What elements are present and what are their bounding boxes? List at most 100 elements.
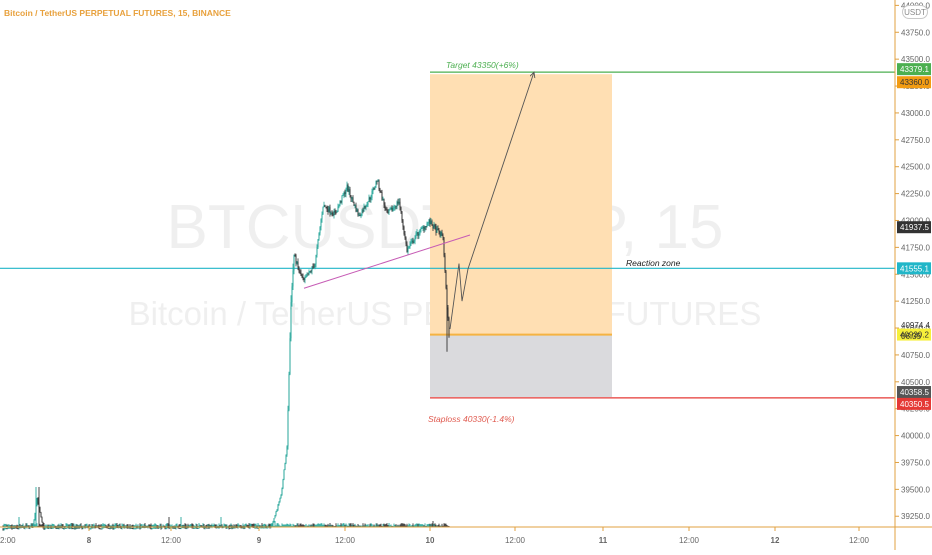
volume-bar [149,524,151,527]
volume-bar [174,525,176,527]
candle-body [124,527,126,529]
candle-body [317,239,319,248]
candle-body [51,527,53,529]
candle-body [46,527,48,529]
volume-bar [221,524,223,527]
candle-body [12,527,14,529]
candle-body [72,528,74,529]
candle-body [101,527,103,529]
volume-bar [84,524,86,527]
time-tick-label: 12:00 [849,536,870,545]
volume-bar [409,524,411,527]
candle-body [418,233,420,236]
volume-bar [102,523,104,527]
volume-bar [328,524,330,527]
volume-bar [62,524,64,527]
time-axis[interactable]: 2:00 8 12:00 9 12:00 10 12:00 11 12:00 12 12:00 [0,527,870,545]
volume-bar [376,523,378,527]
price-tick-label: 39750.0 [901,458,930,467]
volume-bar [241,525,243,527]
volume-bar [341,524,343,527]
candle-body [233,527,235,529]
candle-body [391,207,393,211]
volume-bar [448,525,450,527]
candle-body [350,195,352,199]
candle-body [315,255,317,265]
volume-bar [265,524,267,527]
candle-body [69,527,71,529]
price-tick-label: 42750.0 [901,136,930,145]
candle-body [185,527,187,529]
candle-body [321,214,323,220]
volume-bar [157,525,159,527]
candle-body [63,527,65,529]
candle-body [78,527,80,529]
volume-bar [167,523,169,527]
candle-body [151,528,153,530]
volume-bar [66,523,68,527]
candle-body [279,497,281,502]
trendline[interactable] [303,234,471,289]
volume-bar [427,524,429,527]
volume-bar [162,524,164,527]
volume-bar [329,523,331,527]
candle-body [385,209,387,211]
price-tick-label: 43000.0 [901,109,930,118]
candle-body [50,527,52,529]
candle-body [13,527,15,529]
volume-bar [411,525,413,527]
volume-bar [348,523,350,527]
volume-bar [168,517,170,527]
candle-body [106,527,108,529]
candle-body [136,527,138,529]
candle-body [310,271,312,272]
volume-bar [86,523,88,527]
volume-bar [295,525,297,527]
volume-bar [442,525,444,527]
volume-bar [134,525,136,527]
candle-body [263,527,265,529]
candle-body [307,274,309,276]
candle-body [343,192,345,196]
candle-body [349,189,351,196]
price-label-text: 40358.5 [900,388,929,397]
candle-body [432,225,434,229]
volume-bar [324,524,326,527]
candle-body [344,192,346,194]
volume-bar [57,524,59,527]
volume-bar [273,525,275,527]
candle-body [77,527,79,528]
volume-bar [82,525,84,527]
candle-body [436,228,438,233]
profit-zone[interactable] [430,74,612,335]
volume-bar [234,525,236,527]
candle-body [274,515,276,519]
volume-bar [140,524,142,527]
volume-bar [433,524,435,527]
projection-arrow[interactable] [449,72,534,330]
volume-bar [85,523,87,527]
volume-bar [90,525,92,527]
candle-body [16,527,18,529]
volume-bar [286,523,288,527]
volume-bar [258,524,260,527]
volume-bar [193,525,195,527]
volume-bar [46,525,48,527]
time-tick-label: 12 [771,536,780,545]
volume-bar [360,525,362,527]
volume-bar [122,524,124,527]
volume-bar [184,523,186,527]
currency-button[interactable]: USDT [902,5,928,19]
candle-body [342,195,344,197]
loss-zone[interactable] [430,334,612,398]
candle-body [139,526,141,529]
volume-bar [166,523,168,527]
candle-body [7,527,9,529]
volume-bar [226,524,228,527]
volume-bar [7,524,9,527]
volume-bar [119,523,121,527]
volume-bar [391,525,393,527]
volume-bar [249,523,251,527]
